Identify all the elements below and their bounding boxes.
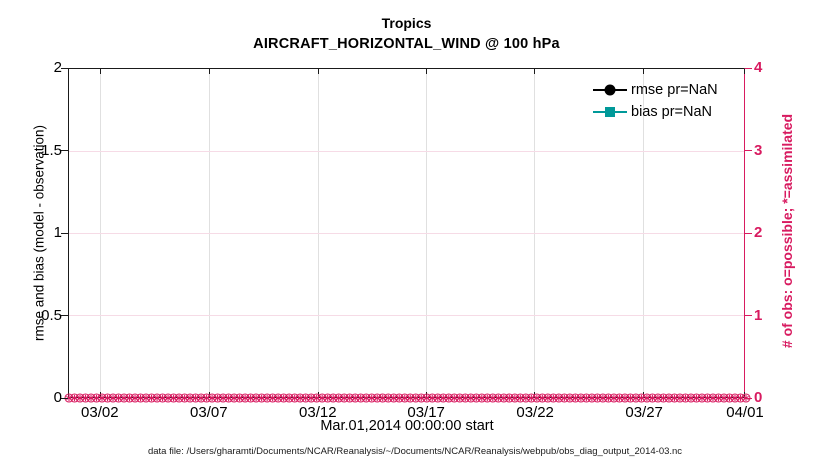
y-tick-label-left: 0: [53, 389, 62, 406]
x-tick-mark: [317, 392, 319, 397]
legend-label: rmse pr=NaN: [631, 82, 718, 98]
legend-item: rmse pr=NaN: [593, 79, 718, 101]
y-tick-label-left: 1: [53, 224, 62, 241]
y-tick-label-left: 1.5: [41, 141, 62, 159]
y-tick-label-left: 0.5: [41, 306, 62, 324]
legend-marker-line: [593, 84, 627, 96]
gridline-horizontal: [69, 150, 744, 152]
y-tick-mark-right: [745, 315, 752, 316]
y-tick-mark-left: [61, 315, 68, 316]
x-tick-mark: [317, 69, 319, 74]
legend-label: bias pr=NaN: [631, 104, 712, 120]
x-tick-mark: [642, 69, 644, 74]
legend-item: bias pr=NaN: [593, 101, 718, 123]
title-block: Tropics AIRCRAFT_HORIZONTAL_WIND @ 100 h…: [68, 13, 745, 56]
y-tick-label-left: 2: [53, 59, 62, 76]
y-tick-label-right: 0: [754, 389, 763, 406]
x-tick-mark: [425, 392, 427, 397]
obs-marker-band: [64, 392, 751, 403]
x-tick-label: 03/07: [190, 404, 228, 421]
gridline-horizontal: [69, 232, 744, 234]
y-tick-mark-left: [61, 232, 68, 234]
y-tick-label-right: 1: [754, 306, 763, 324]
data-file-path: data file: /Users/gharamti/Documents/NCA…: [147, 446, 683, 457]
chart-subtitle: AIRCRAFT_HORIZONTAL_WIND @ 100 hPa: [253, 36, 560, 52]
x-tick-mark: [534, 69, 536, 74]
x-tick-label: 03/27: [625, 404, 663, 421]
plot-area: rmse pr=NaN bias pr=NaN: [64, 68, 751, 403]
x-tick-mark: [208, 69, 210, 74]
legend-circle-marker: [604, 84, 616, 96]
y-tick-label-right: 3: [754, 141, 763, 159]
y-tick-mark-right: [745, 67, 752, 69]
y-tick-mark-right: [745, 150, 752, 151]
legend: rmse pr=NaN bias pr=NaN: [593, 79, 718, 123]
y-tick-label-right: 4: [754, 59, 763, 76]
x-tick-mark: [425, 69, 427, 74]
chart-title: Tropics: [381, 15, 432, 31]
y-tick-mark-right: [745, 397, 752, 399]
y-tick-mark-left: [61, 67, 68, 69]
x-tick-mark: [642, 392, 644, 397]
y-tick-mark-left: [61, 150, 68, 151]
x-tick-label: 03/02: [81, 404, 119, 421]
x-tick-mark: [100, 392, 102, 397]
x-tick-label: 03/22: [516, 404, 554, 421]
x-tick-mark: [100, 69, 102, 74]
x-tick-mark: [743, 69, 745, 74]
legend-marker-line: [593, 107, 627, 117]
y-tick-mark-right: [745, 232, 752, 234]
x-tick-label: 03/12: [299, 404, 337, 421]
x-tick-mark: [743, 392, 745, 397]
legend-square-marker: [605, 107, 615, 117]
gridline-horizontal: [69, 314, 744, 316]
y-tick-label-right: 2: [754, 224, 763, 241]
x-tick-label: 03/17: [407, 404, 445, 421]
x-tick-label: 04/01: [726, 404, 764, 421]
y-tick-mark-left: [61, 397, 68, 399]
right-axis-label: # of obs: o=possible; *=assimilated: [779, 113, 795, 349]
x-axis-label: Mar.01,2014 00:00:00 start: [320, 418, 494, 434]
